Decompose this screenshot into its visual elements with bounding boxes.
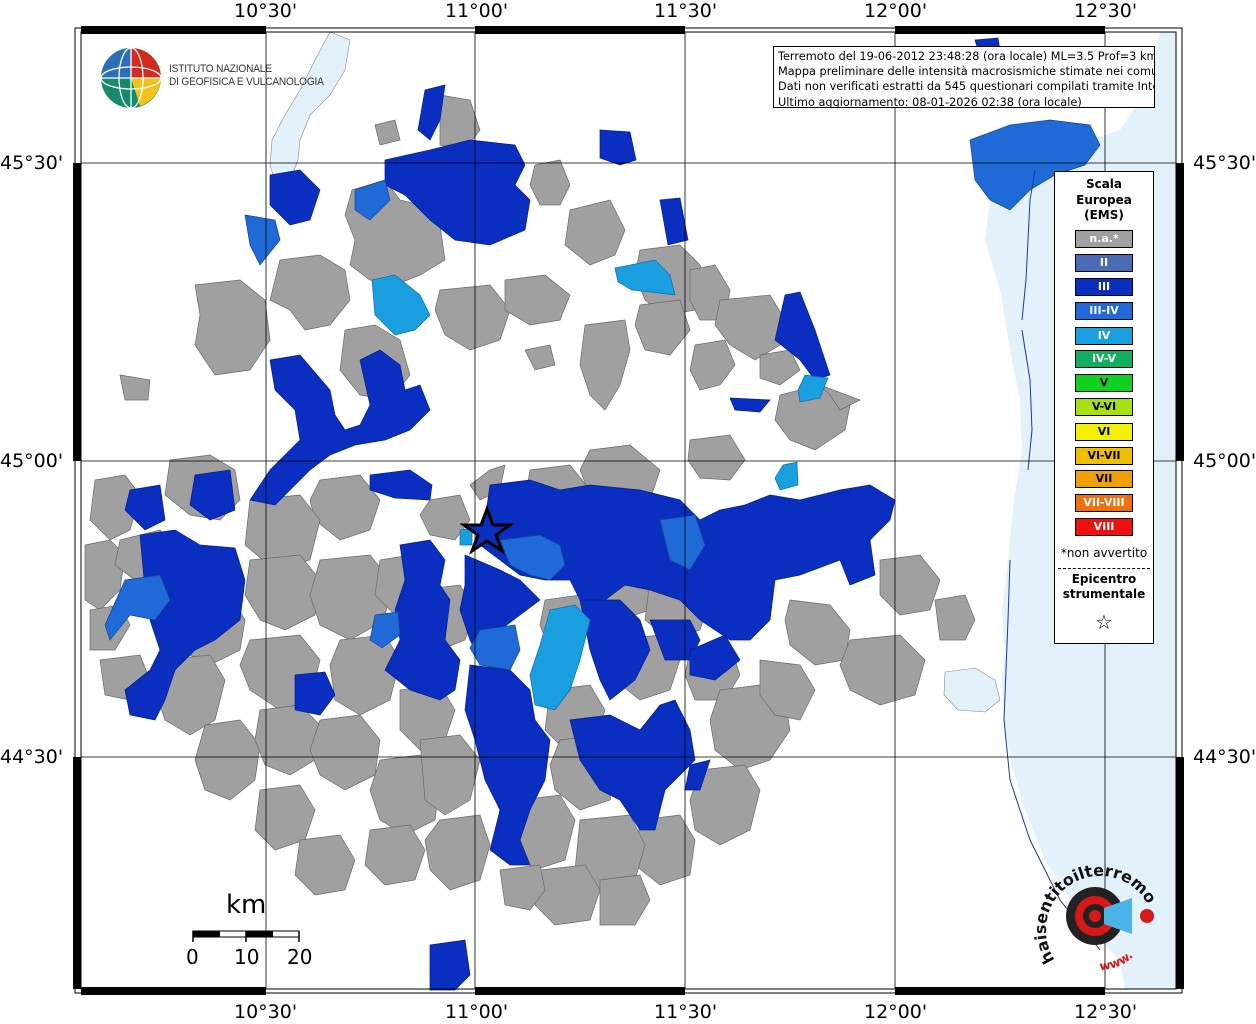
lon-tick-top-1: 10°30' xyxy=(234,0,298,22)
lon-tick-top-2: 11°00' xyxy=(445,0,509,22)
legend-class-VII: VII xyxy=(1075,470,1133,488)
municipalities-III-IV xyxy=(104,119,1101,671)
legend-class-II: II xyxy=(1075,254,1133,272)
coastline xyxy=(1003,169,1101,951)
ingv-globe-icon xyxy=(100,47,162,109)
badge-www: www. xyxy=(1099,948,1136,973)
event-info-line1: Terremoto del 19-06-2012 23:48:28 (ora l… xyxy=(778,50,1155,63)
lon-tick-bottom-3: 11°30' xyxy=(654,1001,718,1023)
scale-label-10: 10 xyxy=(234,945,260,969)
scale-label-0: 0 xyxy=(186,945,199,969)
epicenter-star-icon xyxy=(459,504,515,555)
legend-class-VI: VI xyxy=(1075,423,1133,441)
ems-legend: Scala Europea (EMS) n.a.* II III III-IV … xyxy=(1054,171,1154,644)
legend-note: *non avvertito xyxy=(1060,546,1148,560)
lagoon xyxy=(943,667,1001,713)
legend-class-III-IV: III-IV xyxy=(1075,302,1133,320)
haisentito-logo-icon xyxy=(1066,887,1154,945)
haisentito-badge: haisentitoilterremoto.it www. xyxy=(1030,850,1160,973)
lat-tick-left-2: 45°00' xyxy=(0,450,64,472)
ingv-line2: DI GEOFISICA E VULCANOLOGIA xyxy=(169,76,324,88)
event-info-box: Terremoto del 19-06-2012 23:48:28 (ora l… xyxy=(773,46,1155,108)
lat-tick-right-1: 45°30' xyxy=(1193,152,1256,174)
legend-title-line3: (EMS) xyxy=(1084,208,1124,222)
ingv-line1: ISTITUTO NAZIONALE xyxy=(169,63,272,75)
ingv-logo-text: ISTITUTO NAZIONALE DI GEOFISICA E VULCAN… xyxy=(169,63,324,89)
legend-epicenter-line1: Epicentro xyxy=(1071,572,1137,586)
lon-tick-top-5: 12°30' xyxy=(1074,0,1138,22)
legend-epicenter-line2: strumentale xyxy=(1062,587,1146,601)
lon-tick-top-3: 11°30' xyxy=(654,0,718,22)
scale-bar xyxy=(192,930,300,942)
legend-class-na: n.a.* xyxy=(1075,230,1133,248)
legend-divider xyxy=(1058,568,1150,569)
lon-tick-bottom-2: 11°00' xyxy=(445,1001,509,1023)
lat-tick-right-2: 45°00' xyxy=(1193,450,1256,472)
legend-class-IV: IV xyxy=(1075,327,1133,345)
legend-class-VI-VII: VI-VII xyxy=(1075,447,1133,465)
lat-tick-left-1: 45°30' xyxy=(0,152,64,174)
svg-text:www.: www. xyxy=(1099,948,1136,973)
legend-class-VII-VIII: VII-VIII xyxy=(1075,494,1133,512)
legend-title-line2: Europea xyxy=(1076,192,1132,207)
lon-tick-bottom-4: 12°00' xyxy=(864,1001,928,1023)
lon-tick-bottom-5: 12°30' xyxy=(1074,1001,1138,1023)
event-info-line4: Ultimo aggiornamento: 08-01-2026 02:38 (… xyxy=(778,95,1082,108)
legend-class-VIII: VIII xyxy=(1075,518,1133,536)
event-info-line2: Mappa preliminare delle intensità macros… xyxy=(778,65,1155,79)
event-info-line3: Dati non verificati estratti da 545 ques… xyxy=(778,80,1155,94)
scale-label-20: 20 xyxy=(287,945,313,969)
legend-class-III: III xyxy=(1075,278,1133,296)
legend-class-V-VI: V-VI xyxy=(1075,398,1133,416)
legend-title: Scala Europea (EMS) xyxy=(1055,177,1153,224)
lon-tick-top-4: 12°00' xyxy=(864,0,928,22)
map-frame xyxy=(73,26,1184,995)
lon-tick-bottom-1: 10°30' xyxy=(234,1001,298,1023)
badge-text: haisentitoilterremoto.it xyxy=(1030,850,1160,967)
municipalities-IV xyxy=(371,259,829,711)
legend-class-V: V xyxy=(1075,374,1133,392)
lat-tick-left-3: 44°30' xyxy=(0,746,64,768)
legend-epicenter-label: Epicentro strumentale xyxy=(1055,572,1153,602)
legend-class-IV-V: IV-V xyxy=(1075,350,1133,368)
lat-tick-right-3: 44°30' xyxy=(1193,746,1256,768)
legend-title-line1: Scala xyxy=(1085,177,1123,191)
legend-epicenter-star-icon: ☆ xyxy=(1095,610,1113,634)
svg-text:haisentitoilterremoto.it: haisentitoilterremoto.it xyxy=(1030,850,1160,967)
scale-unit: km xyxy=(226,890,267,920)
